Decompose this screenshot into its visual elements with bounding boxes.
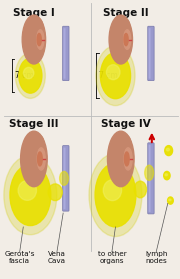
Ellipse shape — [38, 152, 42, 166]
FancyBboxPatch shape — [148, 26, 154, 81]
Ellipse shape — [168, 197, 173, 204]
FancyBboxPatch shape — [63, 26, 69, 81]
Ellipse shape — [124, 30, 131, 49]
Text: Vena
Cava: Vena Cava — [48, 251, 66, 264]
Text: 7 cm: 7 cm — [15, 71, 34, 80]
FancyBboxPatch shape — [63, 146, 69, 211]
Text: Stage I: Stage I — [13, 8, 55, 18]
Text: Stage IV: Stage IV — [101, 119, 151, 129]
Ellipse shape — [4, 155, 57, 235]
FancyBboxPatch shape — [149, 145, 151, 212]
Ellipse shape — [134, 181, 147, 198]
Ellipse shape — [48, 184, 62, 201]
FancyBboxPatch shape — [64, 148, 66, 209]
Ellipse shape — [15, 53, 45, 98]
Ellipse shape — [37, 30, 44, 49]
Ellipse shape — [164, 171, 170, 180]
Ellipse shape — [106, 65, 120, 80]
Ellipse shape — [124, 152, 129, 166]
Ellipse shape — [107, 131, 134, 187]
Ellipse shape — [109, 15, 132, 64]
Text: lymph
nodes: lymph nodes — [145, 251, 167, 264]
Text: 7 cm: 7 cm — [99, 71, 118, 80]
Text: to other
organs: to other organs — [98, 251, 126, 264]
Text: Stage III: Stage III — [9, 119, 59, 129]
Text: Stage II: Stage II — [103, 8, 149, 18]
Ellipse shape — [119, 135, 131, 153]
Ellipse shape — [23, 67, 34, 79]
Ellipse shape — [60, 171, 68, 185]
Ellipse shape — [165, 146, 173, 156]
Ellipse shape — [96, 46, 135, 106]
Ellipse shape — [100, 53, 130, 99]
Ellipse shape — [166, 148, 169, 151]
FancyBboxPatch shape — [149, 28, 151, 79]
Ellipse shape — [169, 199, 171, 201]
Ellipse shape — [37, 33, 41, 46]
Ellipse shape — [18, 181, 37, 200]
FancyBboxPatch shape — [64, 28, 66, 79]
Ellipse shape — [32, 18, 43, 34]
Ellipse shape — [19, 58, 42, 93]
Ellipse shape — [165, 174, 168, 176]
Ellipse shape — [21, 131, 47, 187]
Ellipse shape — [32, 135, 44, 153]
Ellipse shape — [103, 180, 122, 201]
Ellipse shape — [89, 153, 142, 237]
Ellipse shape — [37, 148, 45, 170]
Ellipse shape — [124, 148, 132, 170]
Ellipse shape — [119, 18, 130, 34]
Ellipse shape — [124, 33, 128, 46]
Ellipse shape — [22, 15, 46, 64]
Ellipse shape — [10, 165, 51, 225]
FancyBboxPatch shape — [148, 143, 154, 214]
Ellipse shape — [95, 163, 136, 227]
Ellipse shape — [145, 165, 154, 181]
Text: Gerota's
fascia: Gerota's fascia — [4, 251, 35, 264]
